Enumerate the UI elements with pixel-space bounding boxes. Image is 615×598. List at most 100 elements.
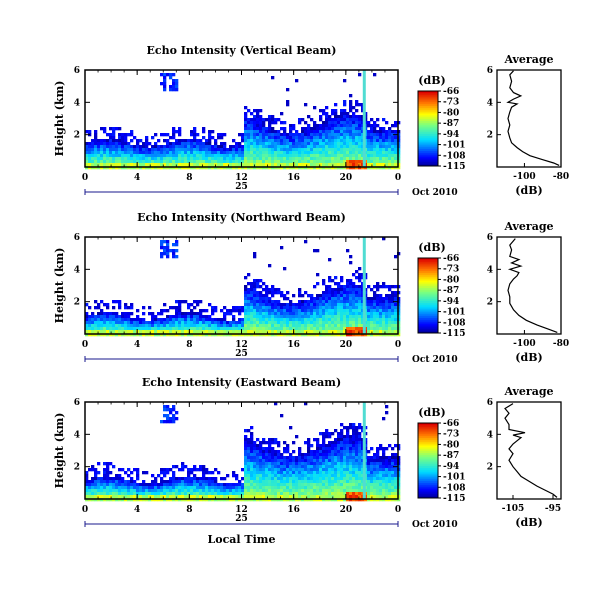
echo-cell bbox=[253, 462, 257, 466]
echo-cell bbox=[316, 273, 320, 277]
echo-cell bbox=[376, 130, 380, 134]
echo-cell bbox=[181, 324, 185, 328]
echo-cell bbox=[202, 471, 206, 475]
echo-cell bbox=[118, 300, 122, 304]
echo-cell bbox=[208, 324, 212, 328]
echo-cell bbox=[100, 492, 104, 496]
echo-cell bbox=[181, 318, 185, 322]
echo-cell bbox=[283, 315, 287, 319]
echo-cell bbox=[205, 151, 209, 155]
echo-cell bbox=[346, 297, 350, 301]
echo-cell bbox=[151, 148, 155, 152]
echo-cell bbox=[166, 468, 170, 472]
echo-cell bbox=[277, 118, 281, 122]
echo-cell bbox=[322, 495, 326, 499]
colorbar-segment bbox=[418, 303, 438, 306]
echo-cell bbox=[334, 312, 338, 316]
echo-cell bbox=[370, 151, 374, 155]
echo-cell bbox=[91, 483, 95, 487]
echo-cell bbox=[328, 489, 332, 493]
echo-cell bbox=[328, 321, 332, 325]
echo-cell bbox=[358, 73, 362, 77]
echo-cell bbox=[388, 127, 392, 131]
echo-cell bbox=[256, 118, 260, 122]
echo-cell bbox=[286, 495, 290, 499]
echo-cell bbox=[148, 142, 152, 146]
colorbar-segment bbox=[418, 426, 438, 430]
echo-cell bbox=[382, 237, 386, 241]
echo-cell bbox=[334, 306, 338, 310]
echo-cell bbox=[382, 312, 386, 316]
echo-cell bbox=[205, 492, 209, 496]
echo-cell bbox=[268, 148, 272, 152]
echo-cell bbox=[187, 142, 191, 146]
echo-cell bbox=[328, 142, 332, 146]
echo-cell bbox=[184, 160, 188, 164]
echo-cell bbox=[388, 321, 392, 325]
echo-cell bbox=[385, 447, 389, 451]
echo-cell bbox=[187, 483, 191, 487]
echo-cell bbox=[274, 154, 278, 158]
echo-cell bbox=[289, 318, 293, 322]
echo-cell bbox=[244, 160, 248, 164]
echo-cell bbox=[391, 483, 395, 487]
echo-cell bbox=[145, 142, 149, 146]
echo-cell bbox=[385, 306, 389, 310]
echo-cell bbox=[313, 453, 317, 457]
echo-cell bbox=[97, 330, 101, 334]
echo-cell bbox=[205, 148, 209, 152]
echo-cell bbox=[211, 309, 215, 313]
echo-cell bbox=[127, 145, 131, 149]
echo-cell bbox=[298, 133, 302, 137]
echo-cell bbox=[343, 121, 347, 125]
echo-cell bbox=[295, 160, 299, 164]
echo-cell bbox=[181, 327, 185, 331]
echo-cell bbox=[232, 483, 236, 487]
echo-cell bbox=[247, 429, 251, 433]
echo-cell bbox=[259, 133, 263, 137]
echo-cell bbox=[172, 243, 176, 247]
echo-cell bbox=[292, 477, 296, 481]
echo-cell bbox=[394, 148, 398, 152]
echo-cell bbox=[391, 306, 395, 310]
echo-cell bbox=[247, 142, 251, 146]
echo-cell bbox=[127, 142, 131, 146]
echo-cell bbox=[331, 492, 335, 496]
echo-cell bbox=[124, 148, 128, 152]
echo-cell bbox=[208, 318, 212, 322]
echo-cell bbox=[322, 303, 326, 307]
echo-cell bbox=[97, 157, 101, 161]
echo-cell bbox=[283, 157, 287, 161]
echo-cell bbox=[124, 133, 128, 137]
echo-cell bbox=[340, 136, 344, 140]
echo-cell bbox=[205, 324, 209, 328]
echo-cell bbox=[367, 468, 371, 472]
echo-cell bbox=[217, 327, 221, 331]
echo-cell bbox=[106, 330, 110, 334]
echo-cell bbox=[106, 142, 110, 146]
echo-cell bbox=[148, 330, 152, 334]
echo-cell bbox=[130, 139, 134, 143]
echo-cell bbox=[160, 246, 164, 250]
echo-cell bbox=[217, 471, 221, 475]
echo-cell bbox=[337, 318, 341, 322]
echo-cell bbox=[133, 145, 137, 149]
echo-cell bbox=[250, 324, 254, 328]
echo-cell bbox=[274, 474, 278, 478]
echo-cell bbox=[382, 450, 386, 454]
echo-cell bbox=[163, 151, 167, 155]
echo-cell bbox=[163, 324, 167, 328]
echo-cell bbox=[172, 148, 176, 152]
echo-cell bbox=[283, 495, 287, 499]
echo-cell bbox=[370, 477, 374, 481]
echo-cell bbox=[247, 444, 251, 448]
echo-cell bbox=[331, 315, 335, 319]
echo-cell bbox=[166, 151, 170, 155]
echo-cell bbox=[190, 489, 194, 493]
echo-cell bbox=[229, 483, 233, 487]
echo-cell bbox=[349, 462, 353, 466]
echo-cell bbox=[361, 438, 365, 442]
echo-cell bbox=[292, 303, 296, 307]
echo-cell bbox=[286, 103, 290, 107]
echo-cell bbox=[325, 429, 329, 433]
